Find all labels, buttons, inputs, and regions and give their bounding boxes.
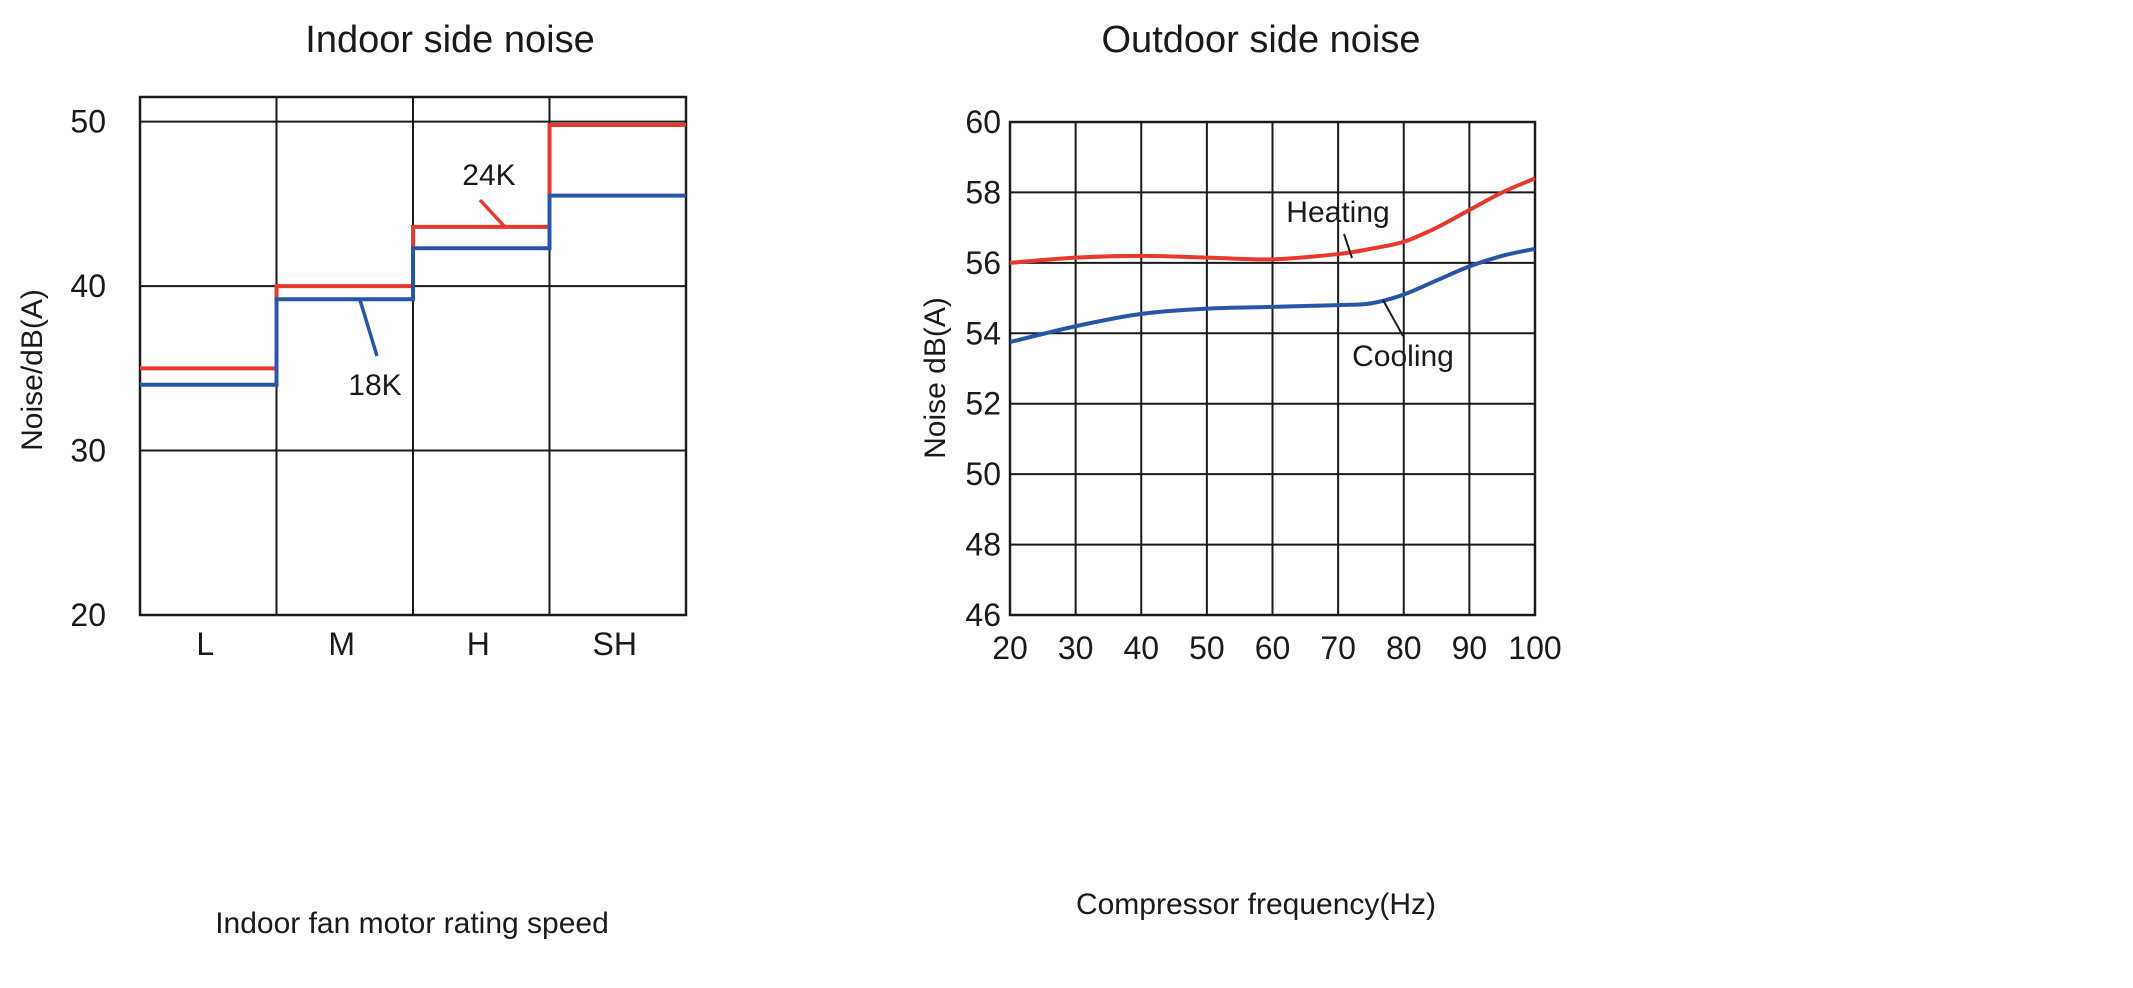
outdoor-x-tick-label: 80: [1386, 630, 1422, 666]
annotation-leader-heating: [1343, 233, 1353, 259]
annotation-leader-18k: [358, 299, 379, 357]
indoor-x-ticks: L M H SH: [196, 626, 637, 662]
outdoor-x-tick-label: 70: [1320, 630, 1356, 666]
outdoor-series-line-cooling: [1009, 246, 1536, 345]
outdoor-x-tick-label: 100: [1508, 630, 1561, 666]
outdoor-series-line-heating: [1009, 176, 1536, 265]
outdoor-y-ticks: 46 48 50 52 54 56 58 60: [965, 104, 1001, 633]
indoor-noise-chart: Indoor side noise Noise/dB(A) Indoor fan…: [16, 19, 688, 940]
indoor-x-axis-label: Indoor fan motor rating speed: [215, 907, 609, 940]
indoor-x-tick-label: L: [196, 626, 214, 662]
outdoor-y-tick-label: 50: [965, 456, 1001, 492]
outdoor-y-tick-label: 56: [965, 245, 1001, 281]
outdoor-y-tick-label: 52: [965, 386, 1001, 422]
indoor-y-tick-label: 40: [70, 268, 106, 304]
indoor-y-tick-label: 50: [70, 104, 106, 140]
outdoor-y-tick-label: 54: [965, 315, 1001, 351]
outdoor-y-tick-label: 46: [965, 597, 1001, 633]
indoor-series: [140, 122, 686, 387]
outdoor-x-tick-label: 20: [992, 630, 1028, 666]
outdoor-x-ticks: 20 30 40 50 60 70 80 90 100: [992, 630, 1561, 666]
annotation-label-heating: Heating: [1286, 196, 1389, 229]
outdoor-x-tick-label: 50: [1189, 630, 1225, 666]
outdoor-x-axis-label: Compressor frequency(Hz): [1076, 888, 1436, 921]
annotation-label-cooling: Cooling: [1352, 340, 1454, 373]
indoor-chart-title: Indoor side noise: [305, 19, 594, 61]
outdoor-y-axis-label: Noise dB(A): [919, 297, 952, 459]
outdoor-noise-chart: Outdoor side noise Noise dB(A) Compresso…: [919, 19, 1562, 921]
outdoor-x-tick-label: 90: [1452, 630, 1488, 666]
outdoor-x-tick-label: 60: [1255, 630, 1291, 666]
indoor-series-line-18k: [140, 193, 686, 387]
outdoor-series: [1009, 176, 1536, 345]
outdoor-y-tick-label: 48: [965, 527, 1001, 563]
indoor-x-tick-label: M: [328, 626, 355, 662]
outdoor-grid: [1008, 120, 1537, 617]
indoor-grid: [138, 95, 688, 617]
outdoor-chart-title: Outdoor side noise: [1102, 19, 1421, 61]
indoor-y-tick-label: 20: [70, 597, 106, 633]
annotation-label-24k: 24K: [462, 159, 515, 192]
outdoor-y-tick-label: 60: [965, 104, 1001, 140]
annotation-leader-cooling: [1382, 299, 1404, 337]
indoor-x-tick-label: SH: [593, 626, 637, 662]
indoor-x-tick-label: H: [467, 626, 490, 662]
indoor-y-ticks: 20 30 40 50: [70, 104, 106, 633]
outdoor-x-tick-label: 30: [1058, 630, 1094, 666]
outdoor-plot-frame: [1008, 120, 1537, 617]
outdoor-y-tick-label: 58: [965, 174, 1001, 210]
annotation-leader-24k: [478, 198, 506, 228]
indoor-y-tick-label: 30: [70, 433, 106, 469]
annotation-label-18k: 18K: [348, 369, 401, 402]
outdoor-x-tick-label: 40: [1123, 630, 1159, 666]
indoor-y-axis-label: Noise/dB(A): [16, 289, 49, 451]
